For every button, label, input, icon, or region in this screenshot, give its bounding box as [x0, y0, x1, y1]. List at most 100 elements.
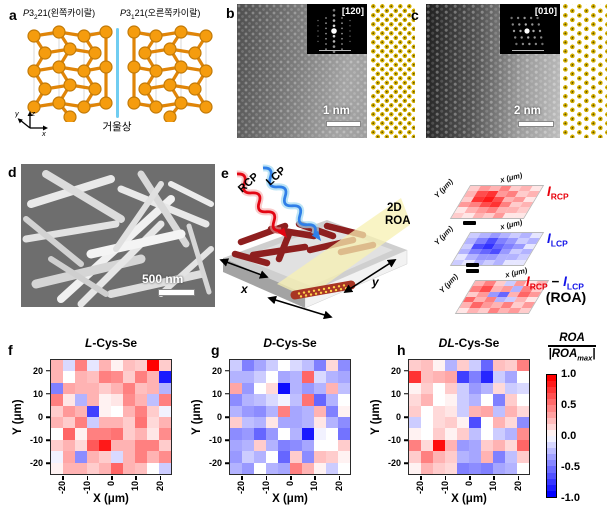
heatmap-cell	[242, 360, 254, 372]
x-axis-ticks-h: -20 -10 0 10 20	[408, 476, 530, 502]
colorbar-title: ROA |ROAmax|	[539, 332, 605, 362]
heatmap-cell	[445, 405, 457, 417]
heatmap-cell	[481, 416, 493, 429]
y-tick-label: 10	[32, 388, 43, 399]
heatmap-cell	[302, 416, 314, 429]
heatmap-cell	[505, 360, 517, 372]
heatmap-cell	[87, 462, 99, 474]
heatmap-cell	[230, 439, 242, 452]
heatmap-cell	[230, 451, 242, 463]
colorbar-segment	[547, 460, 556, 467]
y-tick-label: 0	[395, 412, 401, 422]
y-tick-label: 0	[37, 412, 43, 422]
heatmap-cell	[290, 371, 302, 383]
heatmap-cell	[421, 416, 433, 429]
colorbar-segment	[547, 411, 556, 418]
colorbar-segment	[547, 393, 556, 400]
heatmap-cell	[457, 451, 469, 463]
heatmap-cell	[254, 428, 266, 440]
heatmap-cell	[159, 416, 171, 429]
heatmap-cell	[290, 416, 302, 429]
space-group-symbol: P	[23, 8, 30, 18]
y-tick-label: 10	[211, 388, 222, 399]
heatmap-cell	[469, 451, 481, 463]
heatmap-cell	[63, 360, 75, 372]
minimap-rcp: x (μm) Y (μm)	[432, 171, 564, 220]
scale-bar-b	[326, 121, 361, 127]
space-group-rest: 21(오른쪽카이랄)	[134, 8, 201, 18]
heatmap-cell	[493, 462, 505, 474]
heatmap-cell	[517, 405, 529, 417]
colorbar-segment	[547, 484, 556, 491]
heatmap-cell	[123, 451, 135, 463]
heatmap-cell	[314, 462, 326, 474]
y-tick-mark	[225, 416, 229, 418]
heatmap-cell	[290, 462, 302, 474]
heatmap-cell	[111, 439, 123, 452]
heatmap-cell	[457, 394, 469, 406]
heatmap-cell	[75, 371, 87, 383]
colorbar-segment	[547, 472, 556, 479]
heatmap-cell	[266, 371, 278, 383]
heatmap-cell	[314, 371, 326, 383]
y-axis-arrow	[343, 259, 397, 293]
heatmap-cell	[433, 360, 445, 372]
rod-atoms	[297, 284, 348, 298]
heatmap-cell	[409, 371, 421, 383]
panel-label-b: b	[226, 5, 235, 21]
y-tick-mark	[404, 439, 408, 441]
heatmap-cell	[290, 451, 302, 463]
heatmap-cell	[326, 371, 338, 383]
heatmap-cell	[266, 462, 278, 474]
heatmap-cell	[278, 405, 290, 417]
heatmap-cell	[505, 416, 517, 429]
y-tick-mark	[404, 416, 408, 418]
heatmap-cell	[147, 394, 159, 406]
heatmap-cell	[314, 416, 326, 429]
heatmap-cell	[517, 394, 529, 406]
heatmap-cell	[421, 451, 433, 463]
heatmap-cell	[505, 394, 517, 406]
heatmap-cell	[87, 382, 99, 395]
heatmap-cell	[99, 439, 111, 452]
i-lcp-term: ILCP	[563, 274, 584, 292]
heatmap-cell	[87, 439, 99, 452]
equals-operator-top	[466, 263, 479, 267]
x-tick-mark	[444, 476, 447, 480]
heatmap-cell	[326, 428, 338, 440]
heatmap-cell	[242, 371, 254, 383]
heatmap-cell	[326, 360, 338, 372]
crystal-structure-right	[127, 25, 213, 122]
x-tick-mark	[111, 476, 113, 480]
heatmap-cell	[278, 462, 290, 474]
y-tick-mark	[404, 462, 408, 465]
heatmap-cell	[445, 451, 457, 463]
heatmap-cell	[314, 439, 326, 452]
heatmap-cell	[87, 451, 99, 463]
heatmap-cell	[266, 416, 278, 429]
y-axis-ticks-h: 20 10 0 -10 -20	[378, 359, 408, 475]
2d-roa-label-line2: ROA	[385, 215, 410, 227]
heatmap-cell	[445, 439, 457, 452]
heatmap-cell	[87, 371, 99, 383]
axis-y-label: y	[15, 109, 20, 118]
space-group-number: 3	[126, 8, 132, 18]
heatmap-cell	[242, 394, 254, 406]
y-tick-mark	[46, 393, 50, 395]
heatmap-cell	[314, 382, 326, 395]
heatmap-cell	[266, 405, 278, 417]
axis-x-label: x	[41, 129, 46, 138]
panel-label-c: c	[411, 7, 419, 23]
minimap-grid	[449, 185, 545, 219]
heatmap-cell	[409, 462, 421, 474]
heatmap-cell	[493, 428, 505, 440]
heatmap-cell	[302, 451, 314, 463]
heatmap-cell	[159, 360, 171, 372]
atomic-model-c	[563, 4, 607, 138]
scale-bar-c	[518, 121, 554, 127]
heatmap-cell	[147, 371, 159, 383]
heatmap-cell	[493, 360, 505, 372]
heatmap-cell	[302, 382, 314, 395]
space-group-number: 3	[29, 8, 35, 18]
crystal-structure-left	[27, 25, 113, 122]
